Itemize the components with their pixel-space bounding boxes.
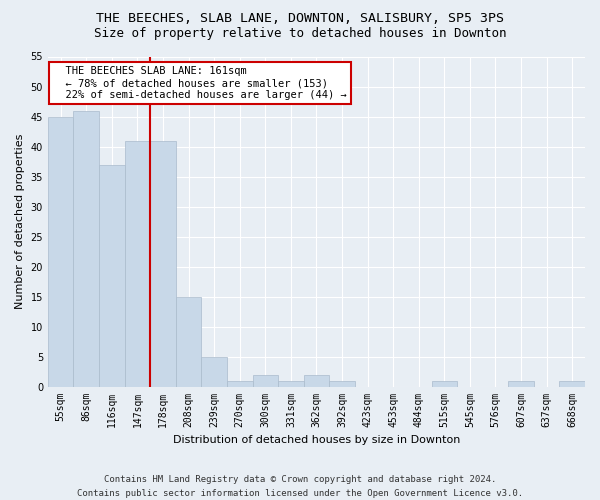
Y-axis label: Number of detached properties: Number of detached properties [15, 134, 25, 309]
Text: Contains HM Land Registry data © Crown copyright and database right 2024.
Contai: Contains HM Land Registry data © Crown c… [77, 476, 523, 498]
Bar [278, 380, 304, 386]
Bar [99, 164, 125, 386]
Bar [431, 380, 457, 386]
Bar [176, 296, 202, 386]
Bar [73, 110, 99, 386]
X-axis label: Distribution of detached houses by size in Downton: Distribution of detached houses by size … [173, 435, 460, 445]
Text: THE BEECHES SLAB LANE: 161sqm
  ← 78% of detached houses are smaller (153)
  22%: THE BEECHES SLAB LANE: 161sqm ← 78% of d… [53, 66, 347, 100]
Bar [150, 140, 176, 386]
Bar [253, 374, 278, 386]
Text: THE BEECHES, SLAB LANE, DOWNTON, SALISBURY, SP5 3PS: THE BEECHES, SLAB LANE, DOWNTON, SALISBU… [96, 12, 504, 26]
Bar [227, 380, 253, 386]
Bar [559, 380, 585, 386]
Bar [304, 374, 329, 386]
Text: Size of property relative to detached houses in Downton: Size of property relative to detached ho… [94, 28, 506, 40]
Bar [48, 116, 73, 386]
Bar [508, 380, 534, 386]
Bar [125, 140, 150, 386]
Bar [202, 356, 227, 386]
Bar [329, 380, 355, 386]
